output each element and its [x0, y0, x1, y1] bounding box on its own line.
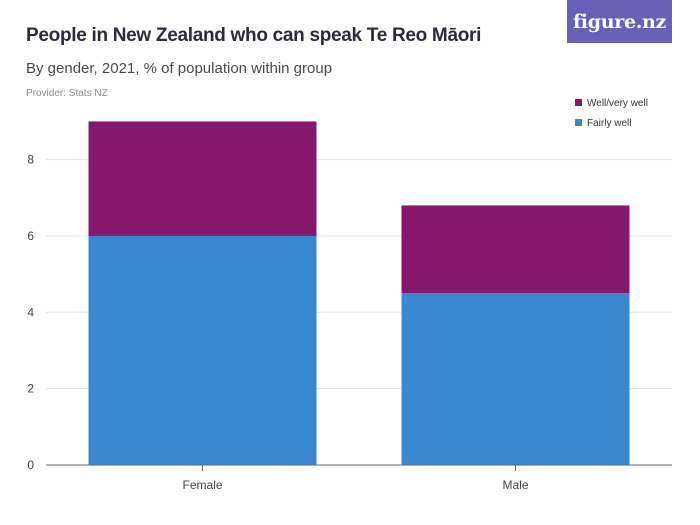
bar-female-fairly-well[interactable] — [88, 235, 317, 465]
legend-swatch-fairly-well — [575, 119, 582, 126]
figure-nz-logo[interactable]: figure.nz — [567, 0, 672, 43]
x-tick-label-female: Female — [182, 478, 222, 492]
chart-title: People in New Zealand who can speak Te R… — [26, 25, 482, 46]
bar-female-well-very-well[interactable] — [88, 121, 317, 236]
legend-label-fairly-well: Fairly well — [587, 118, 631, 129]
data-provider: Provider: Stats NZ — [26, 88, 108, 99]
bar-male-well-very-well[interactable] — [401, 205, 630, 294]
y-tick-label: 2 — [27, 382, 34, 396]
y-tick-label: 0 — [27, 458, 34, 472]
bar-male-fairly-well[interactable] — [401, 293, 630, 465]
y-tick-label: 8 — [27, 153, 34, 167]
y-tick-label: 4 — [27, 305, 34, 319]
legend-label-well-very-well: Well/very well — [587, 98, 648, 109]
legend-swatch-well-very-well — [575, 99, 582, 106]
x-tick-label-male: Male — [502, 478, 528, 492]
y-tick-label: 6 — [27, 229, 34, 243]
chart-subtitle: By gender, 2021, % of population within … — [26, 60, 333, 77]
